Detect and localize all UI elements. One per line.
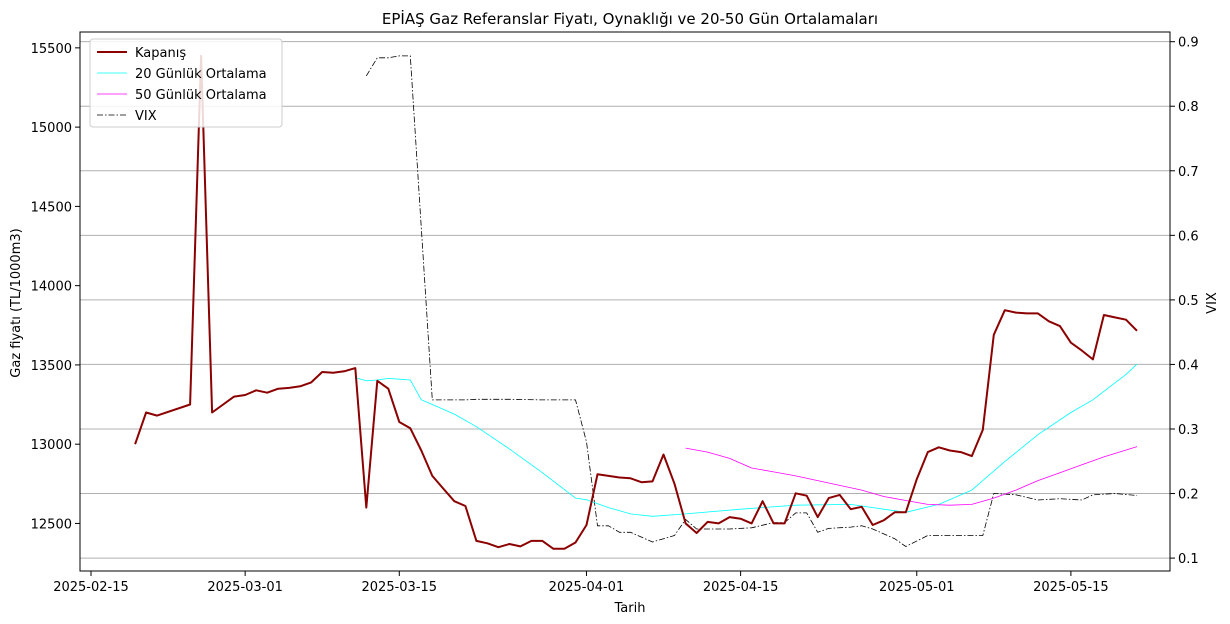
series-line (365, 55, 1138, 547)
y-tick-label: 12500 (31, 517, 72, 532)
legend-box (89, 38, 283, 128)
y-tick-label: 15000 (31, 121, 72, 136)
y2-tick-label: 0.1 (1178, 552, 1199, 567)
x-axis-label: Tarih (614, 601, 646, 616)
y-tick-label: 13000 (31, 438, 72, 453)
legend: Kapanış 20 Günlük Ortalama 50 Günlük Ortal… (89, 38, 283, 128)
legend-label: 50 Günlük Ortalama (135, 88, 267, 103)
x-tick-label: 2025-02-15 (53, 580, 129, 595)
x-tick-label: 2025-03-15 (362, 580, 438, 595)
y2-tick-label: 0.6 (1178, 229, 1199, 244)
y2-tick-label: 0.4 (1178, 358, 1199, 373)
y2-axis-label: VIX (1205, 292, 1220, 314)
legend-label: 20 Günlük Ortalama (135, 67, 267, 82)
legend-label: VIX (135, 109, 157, 124)
y-axis-label: Gaz fiyatı (TL/1000m3) (9, 228, 24, 377)
y-tick-label: 14000 (31, 280, 72, 295)
y-tick-label: 15500 (31, 42, 72, 57)
y2-tick-label: 0.7 (1178, 165, 1199, 180)
y2-tick-label: 0.5 (1178, 294, 1199, 309)
x-tick-label: 2025-03-01 (207, 580, 283, 595)
series-layer (134, 54, 1138, 550)
x-axis: 2025-02-15 2025-03-01 2025-03-15 2025-04-01… (53, 571, 1109, 595)
y-axis-left: 12500 13000 13500 14000 14500 15000 15500 (31, 42, 80, 532)
x-tick-label: 2025-05-01 (879, 580, 955, 595)
plot-frame (79, 31, 1171, 572)
y-tick-label: 13500 (31, 359, 72, 374)
y-tick-label: 14500 (31, 200, 72, 215)
series-line (355, 363, 1138, 517)
series-line (685, 446, 1138, 506)
chart-title: EPİAŞ Gaz Referanslar Fiyatı, Oynaklığı … (382, 9, 878, 28)
y2-tick-label: 0.9 (1178, 36, 1199, 51)
x-tick-label: 2025-05-15 (1033, 580, 1109, 595)
x-tick-label: 2025-04-01 (549, 580, 625, 595)
x-tick-label: 2025-04-15 (703, 580, 779, 595)
y2-tick-label: 0.2 (1178, 488, 1199, 503)
y-axis-right: 0.1 0.2 0.3 0.4 0.5 0.6 0.7 0.8 0.9 (1170, 36, 1199, 567)
y2-tick-label: 0.8 (1178, 100, 1199, 115)
legend-label: Kapanış (135, 46, 186, 61)
y2-tick-label: 0.3 (1178, 423, 1199, 438)
grid (80, 41, 1170, 559)
series-line (134, 54, 1138, 550)
